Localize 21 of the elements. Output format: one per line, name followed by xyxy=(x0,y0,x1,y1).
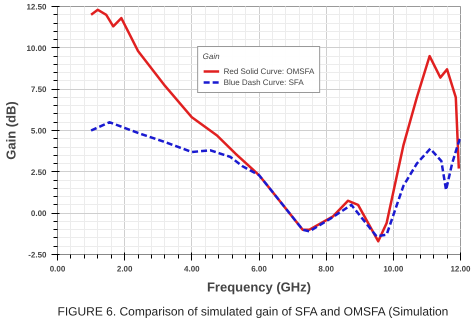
y-tick-label: 12.50 xyxy=(26,2,48,12)
x-tick-label: 10.00 xyxy=(383,264,404,274)
x-tick-label: 2.00 xyxy=(116,264,134,274)
x-tick-label: 6.00 xyxy=(251,264,268,274)
y-tick-label: 2.50 xyxy=(30,168,48,177)
x-axis-title: Frequency (GHz) xyxy=(206,280,312,294)
x-tick-label: 8.00 xyxy=(318,264,335,274)
legend-label: Blue Dash Curve: SFA xyxy=(224,77,304,87)
legend-label: Red Solid Curve: OMSFA xyxy=(224,66,314,76)
y-axis-title: Gain (dB) xyxy=(3,101,18,160)
y-tick-label: 0.00 xyxy=(30,209,48,218)
y-tick-label: 10.00 xyxy=(26,44,48,53)
x-tick-label: 0.00 xyxy=(50,264,66,274)
y-tick-label: -2.50 xyxy=(28,250,48,260)
x-tick-label: 4.00 xyxy=(184,264,200,274)
legend-title: Gain xyxy=(202,52,221,61)
caption: FIGURE 6. Comparison of simulated gain of SFA and OMSFA (Simulation xyxy=(58,304,448,318)
x-tick-label: 12.00 xyxy=(450,264,472,274)
y-tick-label: 7.50 xyxy=(30,85,48,94)
y-tick-label: 5.00 xyxy=(30,126,48,136)
line-series xyxy=(90,120,460,238)
